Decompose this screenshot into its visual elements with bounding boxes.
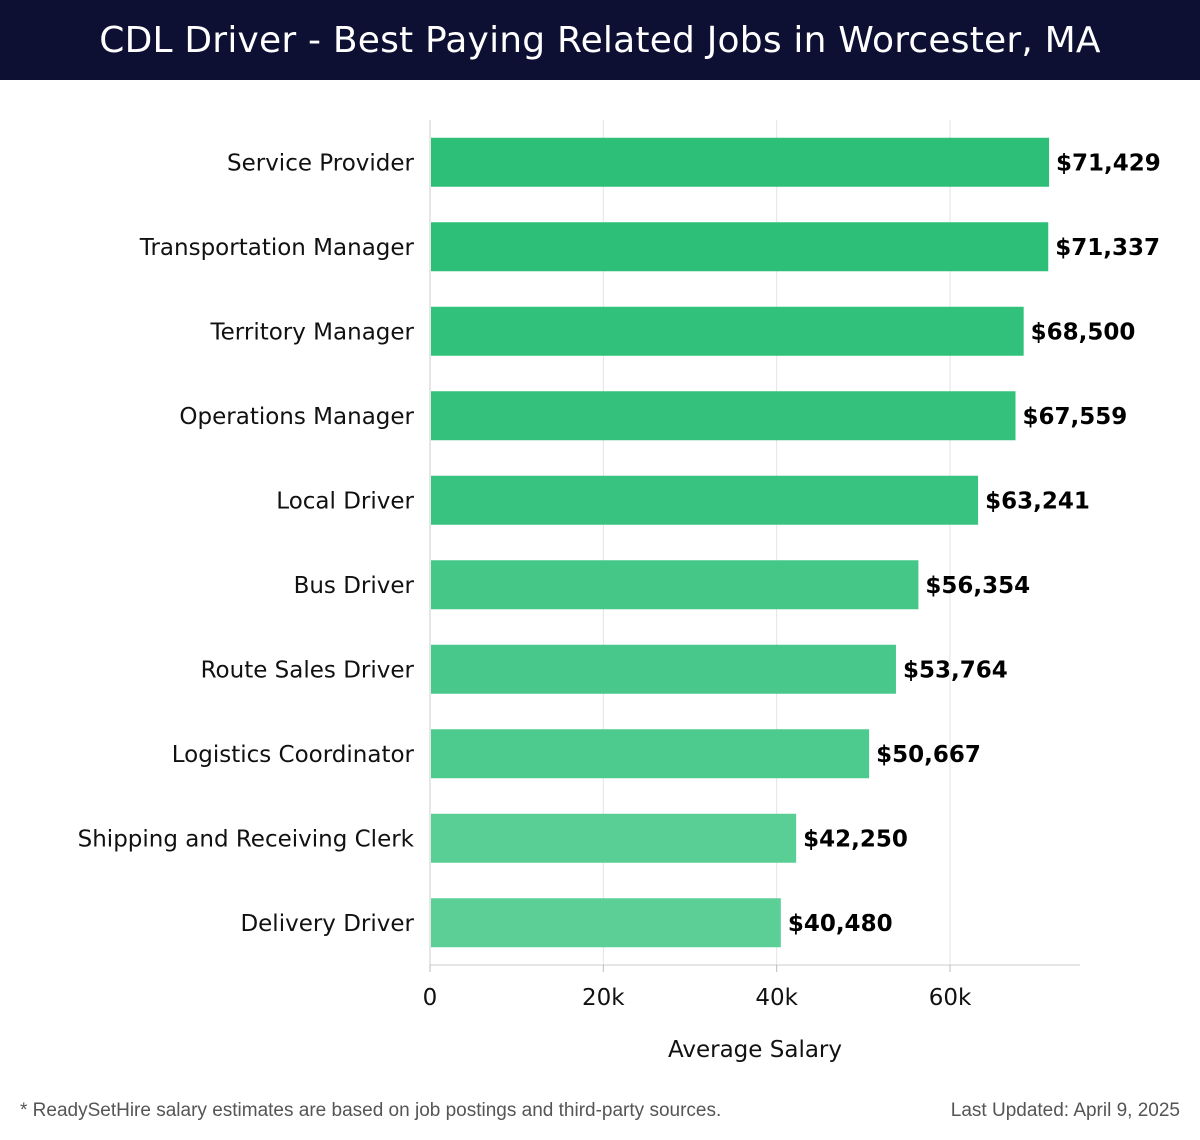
x-tick-label: 60k [929,985,972,1011]
x-tick-label: 40k [755,985,798,1011]
chart-title: CDL Driver - Best Paying Related Jobs in… [99,19,1101,61]
footnote: * ReadySetHire salary estimates are base… [20,1100,722,1121]
x-tick-label: 0 [423,985,438,1011]
value-label: $53,764 [903,657,1008,683]
value-label: $40,480 [788,911,893,937]
bar [431,391,1016,441]
category-label: Transportation Manager [139,235,415,261]
value-label: $71,337 [1055,235,1160,261]
last-updated: Last Updated: April 9, 2025 [950,1100,1180,1121]
category-label: Local Driver [276,488,414,514]
category-label: Delivery Driver [240,911,414,937]
bar [431,898,781,948]
category-label: Bus Driver [294,573,415,599]
value-label: $63,241 [985,488,1090,514]
value-label: $42,250 [803,826,908,852]
salary-bar-chart: Service Provider $71,429 Transportation Ma… [78,120,1161,1063]
bar [431,137,1050,187]
bar [431,813,797,863]
title-bar: CDL Driver - Best Paying Related Jobs in… [0,0,1200,80]
category-label: Service Provider [227,150,415,176]
bar [431,560,919,610]
bar [431,644,896,694]
x-tick-label: 20k [582,985,625,1011]
category-label: Logistics Coordinator [172,742,415,768]
x-axis-title: Average Salary [668,1037,842,1063]
bar [431,729,870,779]
bar [431,306,1024,356]
value-label: $50,667 [876,742,981,768]
value-label: $67,559 [1023,404,1128,430]
value-label: $68,500 [1031,319,1136,345]
category-label: Operations Manager [179,404,414,430]
category-label: Shipping and Receiving Clerk [78,826,415,852]
bar [431,222,1049,272]
category-label: Territory Manager [210,319,415,345]
category-label: Route Sales Driver [201,657,415,683]
bar [431,475,979,525]
value-label: $71,429 [1056,150,1161,176]
value-label: $56,354 [925,573,1030,599]
